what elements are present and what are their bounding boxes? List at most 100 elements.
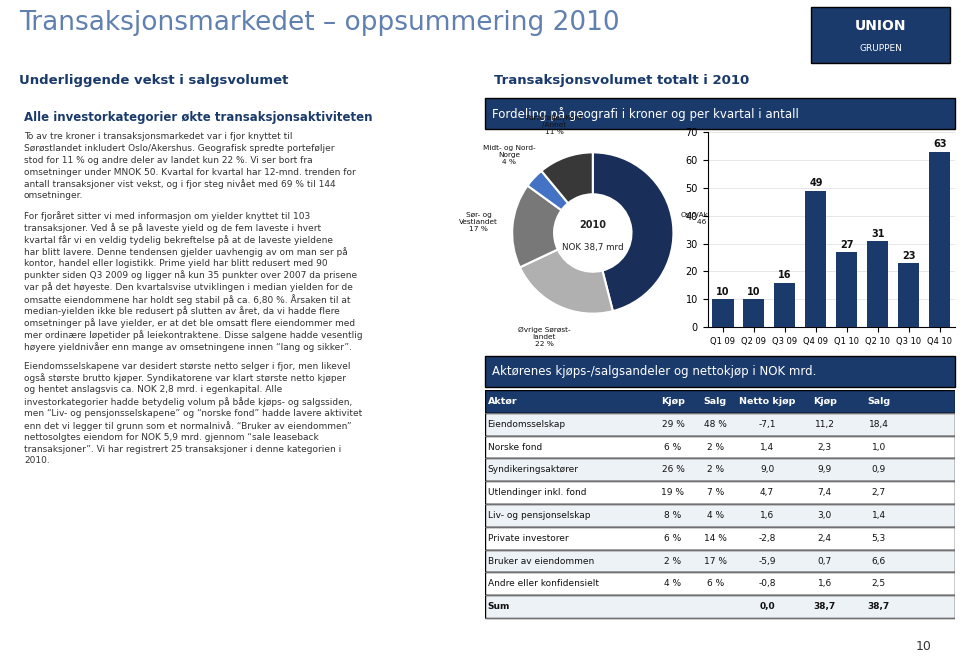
Text: 63: 63 [933,139,947,149]
Text: 2 %: 2 % [664,557,682,566]
Bar [743,299,764,327]
Text: To av tre kroner i transaksjonsmarkedet var i fjor knyttet til: To av tre kroner i transaksjonsmarkedet … [24,132,293,141]
Text: 1,6: 1,6 [818,579,831,588]
Text: Norske fond: Norske fond [488,442,541,451]
Text: 6,6: 6,6 [872,557,886,566]
Bar [805,190,827,327]
Wedge shape [528,171,568,210]
FancyBboxPatch shape [485,481,955,504]
Wedge shape [592,152,674,311]
Text: Transaksjonsmarkedet – oppsummering 2010: Transaksjonsmarkedet – oppsummering 2010 [19,10,620,36]
Text: Transaksjonsvolumet totalt i 2010: Transaksjonsvolumet totalt i 2010 [493,75,749,87]
Bar [929,151,950,327]
FancyBboxPatch shape [485,98,955,129]
FancyBboxPatch shape [485,549,955,572]
Bar [867,241,888,327]
Text: Porteføljer/Konf
/Annet
11 %: Porteføljer/Konf /Annet 11 % [526,115,583,136]
Text: 10: 10 [716,287,730,297]
Text: Sørøstlandet inkludert Oslo/Akershus. Geografisk spredte porteføljer: Sørøstlandet inkludert Oslo/Akershus. Ge… [24,144,334,153]
Text: Aktør: Aktør [488,397,517,406]
Wedge shape [512,186,562,267]
Text: Aktørenes kjøps-/salgsandeler og nettokjøp i NOK mrd.: Aktørenes kjøps-/salgsandeler og nettokj… [492,365,816,378]
Text: 11,2: 11,2 [815,420,834,429]
Text: omsetninger under MNOK 50. Kvartal for kvartal har 12-mnd. trenden for: omsetninger under MNOK 50. Kvartal for k… [24,168,356,176]
Text: transaksjoner”. Vi har registrert 25 transaksjoner i denne kategorien i: transaksjoner”. Vi har registrert 25 tra… [24,445,341,453]
Text: 3,0: 3,0 [818,511,831,520]
Text: 14 %: 14 % [704,533,727,543]
FancyBboxPatch shape [485,356,955,387]
Text: Salg: Salg [867,397,890,406]
Text: Netto kjøp: Netto kjøp [739,397,795,406]
Text: Andre eller konfidensielt: Andre eller konfidensielt [488,579,599,588]
Text: -0,8: -0,8 [758,579,776,588]
Text: mer ordinære løpetider på leiekontraktene. Disse salgene hadde vesentlig: mer ordinære løpetider på leiekontrakten… [24,330,363,340]
Text: antall transaksjoner vist vekst, og i fjor steg nivået med 69 % til 144: antall transaksjoner vist vekst, og i fj… [24,180,336,189]
Text: 17 %: 17 % [704,557,727,566]
Bar [899,263,920,327]
Text: 26 %: 26 % [661,465,684,475]
Text: 16: 16 [779,270,792,280]
Text: 1,4: 1,4 [760,442,774,451]
Text: Øvrige Sørøst-
landet
22 %: Øvrige Sørøst- landet 22 % [517,327,570,346]
Wedge shape [541,152,593,203]
Text: 4 %: 4 % [707,511,724,520]
Text: 9,9: 9,9 [818,465,831,475]
Text: også største brutto kjøper. Syndikatorene var klart største netto kjøper: også største brutto kjøper. Syndikatoren… [24,373,346,383]
Text: har blitt lavere. Denne tendensen gjelder uavhengig av om man ser på: har blitt lavere. Denne tendensen gjelde… [24,247,348,256]
Text: Salg: Salg [704,397,727,406]
Text: 8 %: 8 % [664,511,682,520]
Text: 31: 31 [871,229,884,239]
Text: punkter siden Q3 2009 og ligger nå kun 35 punkter over 2007 da prisene: punkter siden Q3 2009 og ligger nå kun 3… [24,270,357,280]
Text: 49: 49 [809,178,823,188]
Text: kontor, handel eller logistikk. Prime yield har blitt redusert med 90: kontor, handel eller logistikk. Prime yi… [24,258,327,268]
Text: 2,5: 2,5 [872,579,886,588]
Text: 2,7: 2,7 [872,488,886,497]
Text: Fordeling på geografi i kroner og per kvartal i antall: Fordeling på geografi i kroner og per kv… [492,106,799,121]
FancyBboxPatch shape [811,7,950,63]
Text: 2010.: 2010. [24,456,50,465]
Text: 0,0: 0,0 [759,602,775,611]
Text: og hentet anslagsvis ca. NOK 2,8 mrd. i egenkapital. Alle: og hentet anslagsvis ca. NOK 2,8 mrd. i … [24,385,282,394]
Text: Liv- og pensjonselskap: Liv- og pensjonselskap [488,511,590,520]
Bar [712,299,733,327]
Text: enn det vi legger til grunn som et normalnivå. “Bruker av eiendommen”: enn det vi legger til grunn som et norma… [24,421,351,431]
Text: NOK 38,7 mrd: NOK 38,7 mrd [562,243,624,252]
Text: Underliggende vekst i salgsvolumet: Underliggende vekst i salgsvolumet [19,75,289,87]
FancyBboxPatch shape [485,572,955,595]
Text: var på det høyeste. Den kvartalsvise utviklingen i median yielden for de: var på det høyeste. Den kvartalsvise utv… [24,282,353,292]
FancyBboxPatch shape [485,527,955,549]
Text: Syndikeringsaktører: Syndikeringsaktører [488,465,579,475]
Text: 1,4: 1,4 [872,511,886,520]
Wedge shape [519,249,612,313]
Text: -2,8: -2,8 [758,533,776,543]
FancyBboxPatch shape [485,504,955,527]
Text: Utlendinger inkl. fond: Utlendinger inkl. fond [488,488,587,497]
Bar [836,252,857,327]
Text: 10: 10 [916,640,932,652]
FancyBboxPatch shape [485,595,955,618]
Text: 1,0: 1,0 [872,442,886,451]
Text: omsetninger på lave yielder, er at det ble omsatt flere eiendommer med: omsetninger på lave yielder, er at det b… [24,318,355,328]
Text: investorkategorier hadde betydelig volum på både kjøps- og salgssiden,: investorkategorier hadde betydelig volum… [24,397,352,407]
Text: Kjøp: Kjøp [813,397,836,406]
Text: 2 %: 2 % [707,465,724,475]
Text: 18,4: 18,4 [869,420,889,429]
Text: kvartal får vi en veldig tydelig bekreftelse på at de laveste yieldene: kvartal får vi en veldig tydelig bekreft… [24,235,333,245]
Text: median-yielden ikke ble redusert på slutten av året, da vi hadde flere: median-yielden ikke ble redusert på slut… [24,306,340,316]
Text: Kjøp: Kjøp [661,397,684,406]
FancyBboxPatch shape [485,412,955,436]
Text: 2010: 2010 [579,220,607,230]
FancyBboxPatch shape [485,436,955,459]
Text: 10: 10 [747,287,760,297]
Text: 29 %: 29 % [661,420,684,429]
Text: For fjoråret sitter vi med informasjon om yielder knyttet til 103: For fjoråret sitter vi med informasjon o… [24,212,310,221]
Text: Alle investorkategorier økte transaksjonsaktiviteten: Alle investorkategorier økte transaksjon… [24,110,372,124]
Text: Sør- og
Vestlandet
17 %: Sør- og Vestlandet 17 % [459,212,498,232]
Text: UNION: UNION [855,19,906,33]
Text: 2,3: 2,3 [818,442,831,451]
Text: 9,0: 9,0 [760,465,774,475]
Text: 27: 27 [840,240,853,250]
Bar [775,283,796,327]
Text: 2,4: 2,4 [818,533,831,543]
Text: omsetninger.: omsetninger. [24,191,84,200]
